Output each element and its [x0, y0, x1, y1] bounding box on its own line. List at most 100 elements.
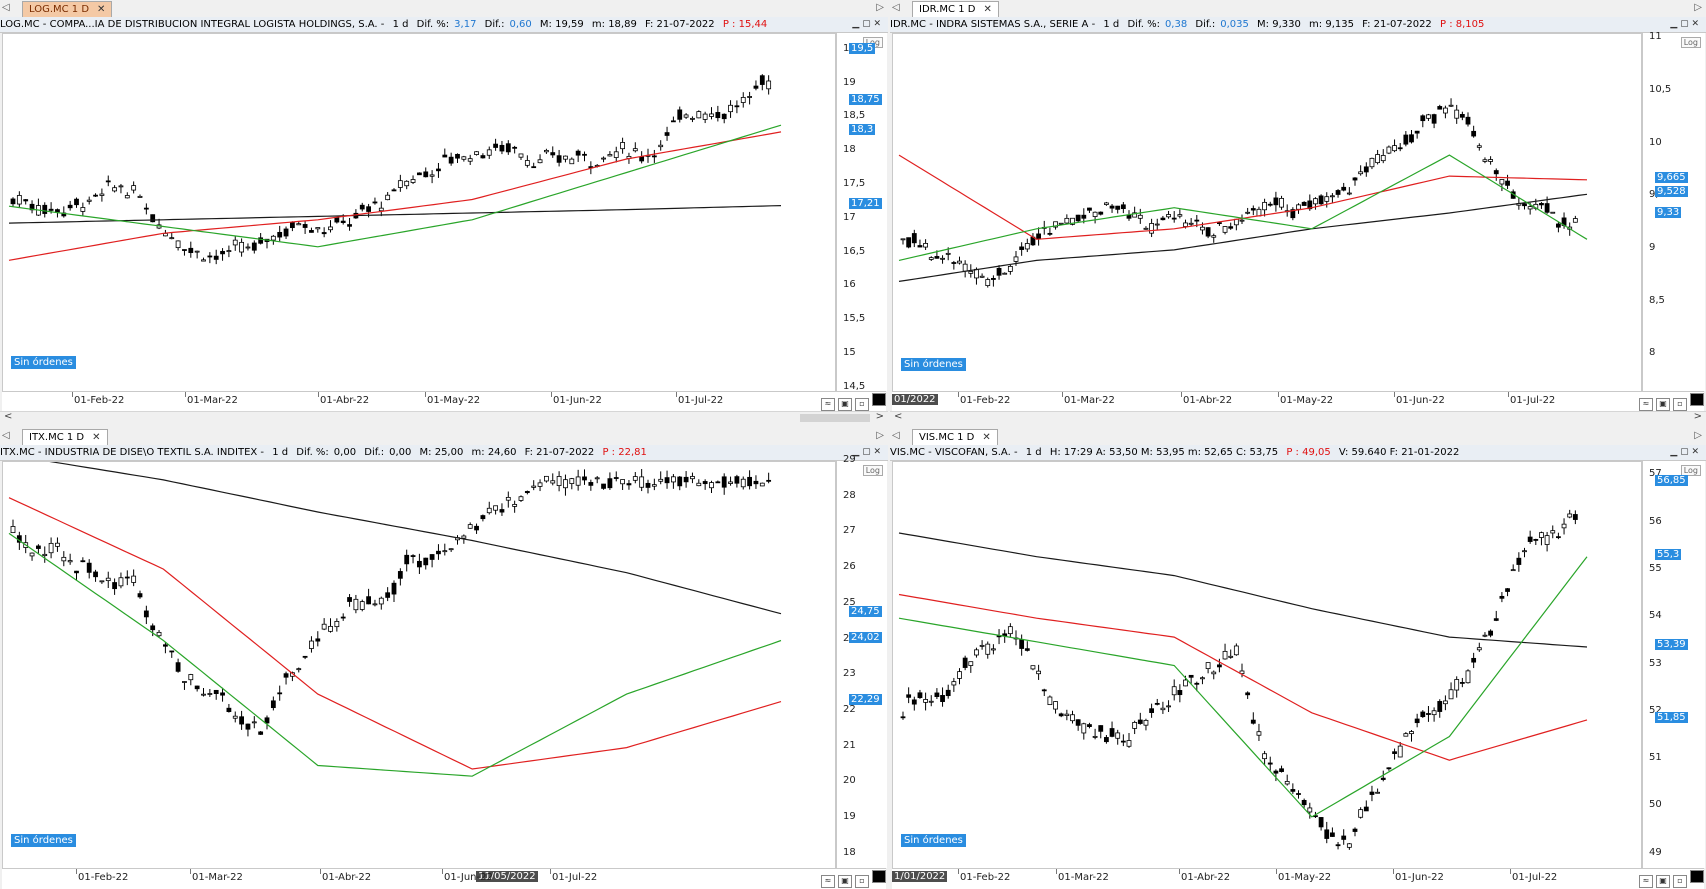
close-icon[interactable]: ✕ [982, 432, 991, 443]
price-chart [898, 98, 1588, 288]
color-icon[interactable] [1690, 393, 1704, 406]
window-controls[interactable]: ▁ ▢ ✕ [852, 447, 881, 457]
candle [753, 475, 759, 489]
indicator-icon[interactable]: ≈ [1639, 398, 1653, 411]
scroll-thumb[interactable] [800, 414, 870, 422]
x-tick-label: 01-Jun-22 [444, 872, 493, 883]
candle [1239, 214, 1245, 224]
candle [601, 156, 606, 163]
candle [996, 629, 1002, 645]
candle [188, 241, 194, 258]
candle [1166, 700, 1171, 713]
tab-scroll-right-icon[interactable]: ▷ [1694, 430, 1702, 441]
horizontal-scrollbar[interactable]: < > [0, 411, 888, 424]
candle [93, 193, 98, 197]
candle [1392, 139, 1397, 153]
pin-icon[interactable]: ▫ [855, 398, 869, 411]
indicator-icon[interactable]: ≈ [821, 398, 835, 411]
candle [480, 514, 486, 522]
window-controls[interactable]: ▁ ▢ ✕ [1670, 19, 1699, 29]
pin-icon[interactable]: ▫ [1673, 875, 1687, 888]
save-icon[interactable]: ▣ [838, 398, 852, 411]
candle [23, 199, 29, 205]
window-controls[interactable]: ▁ ▢ ✕ [1670, 447, 1699, 457]
tab-vis[interactable]: VIS.MC 1 D ✕ [912, 429, 998, 445]
candle [416, 553, 422, 574]
orders-badge[interactable]: Sin órdenes [11, 834, 76, 847]
tab-log[interactable]: LOG.MC 1 D ✕ [22, 1, 113, 17]
candle [1533, 538, 1539, 546]
scroll-left-icon[interactable]: < [894, 411, 903, 422]
color-icon[interactable] [872, 393, 886, 406]
color-icon[interactable] [1690, 870, 1704, 883]
tab-scroll-left-icon[interactable]: ◁ [2, 430, 10, 441]
tab-idr[interactable]: IDR.MC 1 D ✕ [912, 1, 999, 17]
price-marker: 55,3 [1655, 548, 1682, 560]
tab-scroll-left-icon[interactable]: ◁ [892, 2, 900, 13]
price-marker: 24,75 [849, 605, 882, 617]
tab-scroll-right-icon[interactable]: ▷ [1694, 2, 1702, 13]
candle [1488, 629, 1493, 638]
scroll-right-icon[interactable]: > [875, 411, 884, 422]
candle [1047, 227, 1053, 236]
plot-area[interactable]: Sin órdenes [2, 33, 836, 393]
x-axis: 01-Feb-22 01-Mar-22 01-Abr-22 01-May-22 01-J… [2, 391, 886, 412]
candle [143, 203, 149, 215]
price-chart [898, 509, 1588, 850]
tab-scroll-right-icon[interactable]: ▷ [876, 430, 884, 441]
tab-itx[interactable]: ITX.MC 1 D ✕ [22, 429, 108, 445]
save-icon[interactable]: ▣ [1656, 398, 1670, 411]
candle [1103, 201, 1109, 206]
candle [747, 91, 752, 105]
orders-badge[interactable]: Sin órdenes [11, 356, 76, 369]
candle [1166, 210, 1171, 219]
indicator-icon[interactable]: ≈ [821, 875, 835, 888]
window-controls[interactable]: ▁ ▢ ✕ [852, 19, 881, 29]
x-axis: 1/01/2022 01-Feb-22 01-Mar-22 01-Abr-22 01-… [892, 868, 1704, 889]
candle [1358, 165, 1364, 176]
y-tick-label: 54 [1649, 610, 1662, 622]
chart-toolbar: ≈ ▣ ▫ [818, 870, 886, 888]
candle [423, 167, 429, 178]
tab-scroll-right-icon[interactable]: ▷ [876, 2, 884, 13]
tab-scroll-left-icon[interactable]: ◁ [2, 2, 10, 13]
orders-badge[interactable]: Sin órdenes [901, 358, 966, 371]
candle [239, 238, 245, 257]
horizontal-scrollbar[interactable]: < > [890, 411, 1706, 424]
scroll-left-icon[interactable]: < [4, 411, 13, 422]
tab-scroll-left-icon[interactable]: ◁ [892, 430, 900, 441]
close-icon[interactable]: ✕ [983, 4, 992, 15]
candle [1363, 800, 1369, 812]
plot-area[interactable]: Sin órdenes [2, 461, 836, 870]
plot-area[interactable]: Sin órdenes [892, 33, 1642, 393]
save-icon[interactable]: ▣ [838, 875, 852, 888]
x-tick-label: 01-Jul-22 [1510, 395, 1556, 406]
sma-long-line [49, 462, 782, 615]
candle [1092, 728, 1098, 740]
price: P : 15,44 [722, 19, 768, 30]
candle [1154, 218, 1160, 230]
close-icon[interactable]: ✕ [92, 432, 101, 443]
x-tick [318, 392, 319, 397]
plot-area[interactable]: Sin órdenes [892, 461, 1642, 870]
price: P : 22,81 [602, 447, 647, 458]
save-icon[interactable]: ▣ [1656, 875, 1670, 888]
log-toggle-button[interactable]: Log [862, 465, 883, 476]
dif-label: Dif.: [1195, 19, 1216, 30]
scroll-right-icon[interactable]: > [1693, 411, 1702, 422]
indicator-icon[interactable]: ≈ [1639, 875, 1653, 888]
color-icon[interactable] [872, 870, 886, 883]
log-toggle-button[interactable]: Log [1680, 37, 1701, 48]
close-icon[interactable]: ✕ [97, 4, 106, 15]
instrument-name: IDR.MC - INDRA SISTEMAS S.A., SERIE A - [890, 19, 1096, 30]
pin-icon[interactable]: ▫ [855, 875, 869, 888]
candle [156, 629, 162, 638]
pin-icon[interactable]: ▫ [1673, 398, 1687, 411]
candle [715, 480, 721, 484]
orders-badge[interactable]: Sin órdenes [901, 834, 966, 847]
high: M: 25,00 [419, 447, 464, 458]
log-toggle-button[interactable]: Log [1680, 465, 1701, 476]
candle [1443, 105, 1448, 119]
candle [945, 684, 951, 699]
dif: 0,00 [389, 447, 412, 458]
